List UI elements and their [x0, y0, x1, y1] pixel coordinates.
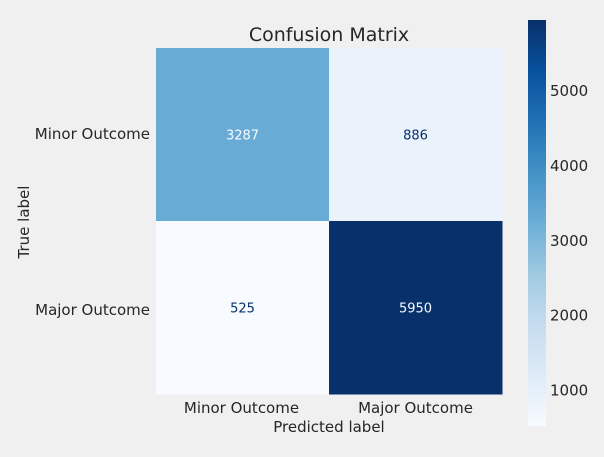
x-tick-label-0: Minor Outcome [184, 399, 299, 417]
x-tick-label-1: Major Outcome [358, 399, 473, 417]
cell-value-label-r1-c0: 525 [230, 302, 255, 317]
colorbar [528, 20, 546, 426]
heatmap-cells [156, 48, 503, 395]
heatmap-cell-r0-c1 [329, 48, 503, 222]
cell-value-label-r1-c1: 5950 [399, 302, 432, 317]
x-axis-label: Predicted label [273, 418, 384, 436]
colorbar-tick-label-0: 1000 [550, 381, 588, 399]
cell-value-labels: 3287 886 525 5950 [226, 129, 432, 317]
colorbar-ticks: 1000 2000 3000 4000 5000 [550, 82, 588, 399]
colorbar-tick-label-4: 5000 [550, 82, 588, 100]
y-tick-label-1: Major Outcome [35, 301, 150, 319]
y-axis-label: True label [15, 186, 33, 260]
chart-title: Confusion Matrix [249, 24, 409, 46]
heatmap-cell-r0-c0 [156, 48, 330, 222]
colorbar-tick-label-2: 3000 [550, 232, 588, 250]
colorbar-tick-label-3: 4000 [550, 157, 588, 175]
heatmap-cell-r1-c1 [329, 221, 503, 395]
y-tick-label-0: Minor Outcome [35, 125, 150, 143]
cell-value-label-r0-c0: 3287 [226, 129, 259, 144]
cell-value-label-r0-c1: 886 [403, 129, 428, 144]
colorbar-tick-label-1: 2000 [550, 307, 588, 325]
heatmap-cell-r1-c0 [156, 221, 330, 395]
